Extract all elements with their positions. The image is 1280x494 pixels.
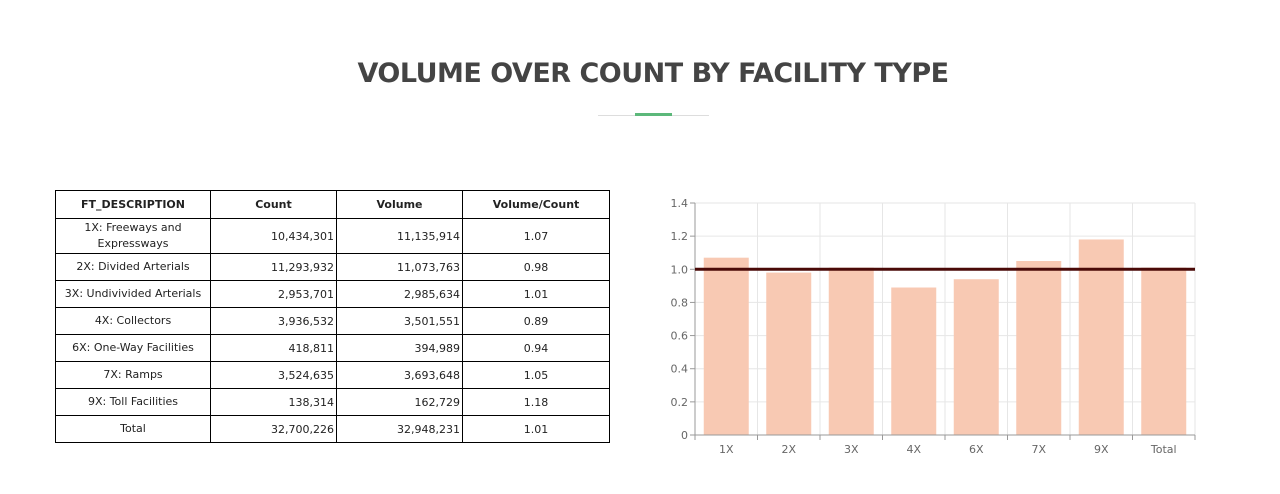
table-row: 9X: Toll Facilities 138,314 162,729 1.18 bbox=[55, 388, 610, 416]
bar-1x bbox=[703, 257, 749, 435]
bar-9x bbox=[1078, 239, 1124, 435]
table-row: Total 32,700,226 32,948,231 1.01 bbox=[55, 415, 610, 443]
cell-count: 2,953,701 bbox=[210, 280, 337, 308]
bar-6x bbox=[953, 279, 999, 435]
y-tick-label: 0.8 bbox=[671, 296, 689, 309]
bar-4x bbox=[891, 287, 937, 435]
x-tick-label: 3X bbox=[844, 443, 859, 456]
cell-ratio: 0.98 bbox=[462, 253, 610, 281]
page-title: VOLUME OVER COUNT BY FACILITY TYPE bbox=[357, 58, 949, 89]
header-count: Count bbox=[210, 190, 337, 219]
table-header-row: FT_DESCRIPTION Count Volume Volume/Count bbox=[55, 190, 610, 219]
cell-description: 1X: Freeways and Expressways bbox=[55, 218, 211, 254]
x-tick-label: 1X bbox=[719, 443, 734, 456]
cell-ratio: 1.01 bbox=[462, 415, 610, 443]
cell-description: 2X: Divided Arterials bbox=[55, 253, 211, 281]
y-tick-label: 1.2 bbox=[671, 230, 689, 243]
cell-volume: 32,948,231 bbox=[336, 415, 463, 443]
header-volume-count: Volume/Count bbox=[462, 190, 610, 219]
cell-ratio: 1.07 bbox=[462, 218, 610, 254]
cell-volume: 3,501,551 bbox=[336, 307, 463, 335]
y-tick-label: 0 bbox=[681, 429, 688, 442]
x-tick-label: 6X bbox=[969, 443, 984, 456]
x-tick-label: 7X bbox=[1031, 443, 1046, 456]
table-row: 3X: Undivivided Arterials 2,953,701 2,98… bbox=[55, 280, 610, 308]
cell-ratio: 1.05 bbox=[462, 361, 610, 389]
cell-volume: 11,135,914 bbox=[336, 218, 463, 254]
cell-volume: 11,073,763 bbox=[336, 253, 463, 281]
cell-volume: 3,693,648 bbox=[336, 361, 463, 389]
cell-description: 3X: Undivivided Arterials bbox=[55, 280, 211, 308]
bar-total bbox=[1141, 267, 1187, 435]
x-tick-label: Total bbox=[1150, 443, 1177, 456]
cell-description: 6X: One-Way Facilities bbox=[55, 334, 211, 362]
cell-count: 418,811 bbox=[210, 334, 337, 362]
header-ft-description: FT_DESCRIPTION bbox=[55, 190, 211, 219]
cell-description: 9X: Toll Facilities bbox=[55, 388, 211, 416]
table-row: 2X: Divided Arterials 11,293,932 11,073,… bbox=[55, 253, 610, 281]
x-tick-label: 9X bbox=[1094, 443, 1109, 456]
y-tick-label: 0.6 bbox=[671, 330, 689, 343]
cell-count: 10,434,301 bbox=[210, 218, 337, 254]
bar-3x bbox=[828, 267, 874, 435]
y-tick-label: 1.4 bbox=[671, 197, 689, 210]
table-row: 1X: Freeways and Expressways 10,434,301 … bbox=[55, 218, 610, 254]
bar-2x bbox=[766, 272, 812, 435]
volume-count-bar-chart: 0 0.2 0.4 0.6 0.8 1.0 1.2 1.4 1X 2X 3X 4X 6X 7X 9X Tota… bbox=[671, 197, 1196, 456]
y-tick-label: 1.0 bbox=[671, 263, 689, 276]
cell-ratio: 1.18 bbox=[462, 388, 610, 416]
cell-count: 11,293,932 bbox=[210, 253, 337, 281]
cell-volume: 162,729 bbox=[336, 388, 463, 416]
cell-count: 3,936,532 bbox=[210, 307, 337, 335]
cell-ratio: 1.01 bbox=[462, 280, 610, 308]
x-tick-label: 2X bbox=[781, 443, 796, 456]
bar-7x bbox=[1016, 261, 1062, 435]
cell-ratio: 0.94 bbox=[462, 334, 610, 362]
y-tick-label: 0.4 bbox=[671, 363, 689, 376]
cell-description: 7X: Ramps bbox=[55, 361, 211, 389]
cell-description: Total bbox=[55, 415, 211, 443]
table-row: 6X: One-Way Facilities 418,811 394,989 0… bbox=[55, 334, 610, 362]
cell-count: 138,314 bbox=[210, 388, 337, 416]
cell-count: 3,524,635 bbox=[210, 361, 337, 389]
title-divider-accent bbox=[635, 113, 672, 116]
x-tick-label: 4X bbox=[906, 443, 921, 456]
facility-type-table: FT_DESCRIPTION Count Volume Volume/Count… bbox=[55, 190, 610, 443]
table-row: 7X: Ramps 3,524,635 3,693,648 1.05 bbox=[55, 361, 610, 389]
y-tick-label: 0.2 bbox=[671, 396, 689, 409]
table-row: 4X: Collectors 3,936,532 3,501,551 0.89 bbox=[55, 307, 610, 335]
cell-count: 32,700,226 bbox=[210, 415, 337, 443]
cell-ratio: 0.89 bbox=[462, 307, 610, 335]
cell-volume: 394,989 bbox=[336, 334, 463, 362]
cell-volume: 2,985,634 bbox=[336, 280, 463, 308]
header-volume: Volume bbox=[336, 190, 463, 219]
cell-description: 4X: Collectors bbox=[55, 307, 211, 335]
